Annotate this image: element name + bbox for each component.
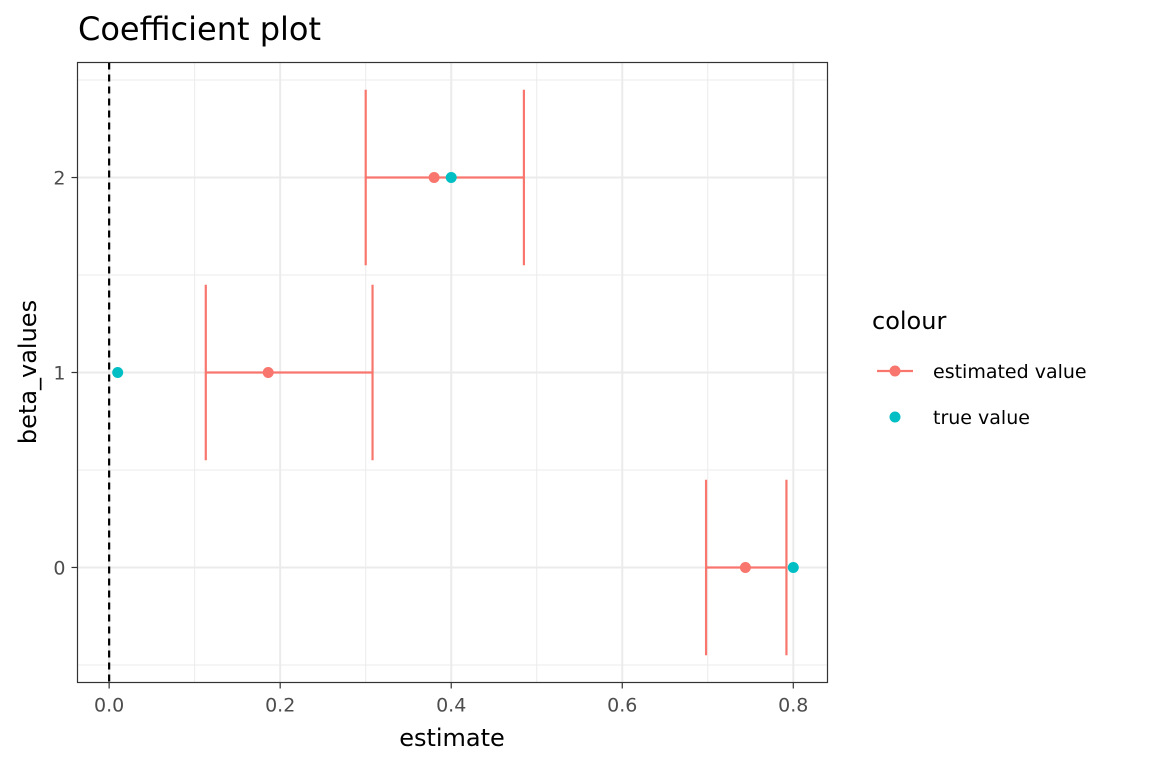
grid-major	[77, 62, 828, 683]
x-tick-label: 0.6	[607, 695, 637, 717]
chart-title: Coefficient plot	[78, 10, 321, 48]
legend-title: colour	[872, 307, 946, 335]
point-true-value	[445, 172, 457, 184]
x-tick-label: 0.2	[265, 695, 295, 717]
x-axis-title: estimate	[399, 724, 505, 752]
y-tick-label: 2	[53, 168, 65, 190]
y-axis-ticks: 0 1 2	[53, 168, 78, 579]
x-axis-ticks: 0.0 0.2 0.4 0.6 0.8	[94, 682, 808, 717]
point-true-value	[787, 561, 799, 573]
point-estimated-value	[428, 172, 440, 184]
legend-label-true: true value	[933, 407, 1030, 429]
legend-key-point	[889, 365, 901, 377]
x-tick-label: 0.0	[94, 695, 124, 717]
legend-key-point	[889, 411, 901, 423]
legend-key-true	[889, 411, 901, 423]
legend: colour estimated value true value	[872, 307, 1087, 429]
x-tick-label: 0.4	[436, 695, 466, 717]
y-axis-title: beta_values	[14, 300, 42, 444]
legend-key-estimated	[877, 365, 913, 377]
point-true-value	[112, 367, 124, 378]
x-tick-label: 0.8	[778, 695, 808, 717]
legend-label-estimated: estimated value	[933, 361, 1087, 383]
data-points	[112, 172, 799, 573]
point-estimated-value	[262, 367, 274, 378]
y-tick-label: 0	[53, 557, 65, 579]
point-estimated-value	[739, 561, 751, 573]
y-tick-label: 1	[53, 363, 65, 385]
